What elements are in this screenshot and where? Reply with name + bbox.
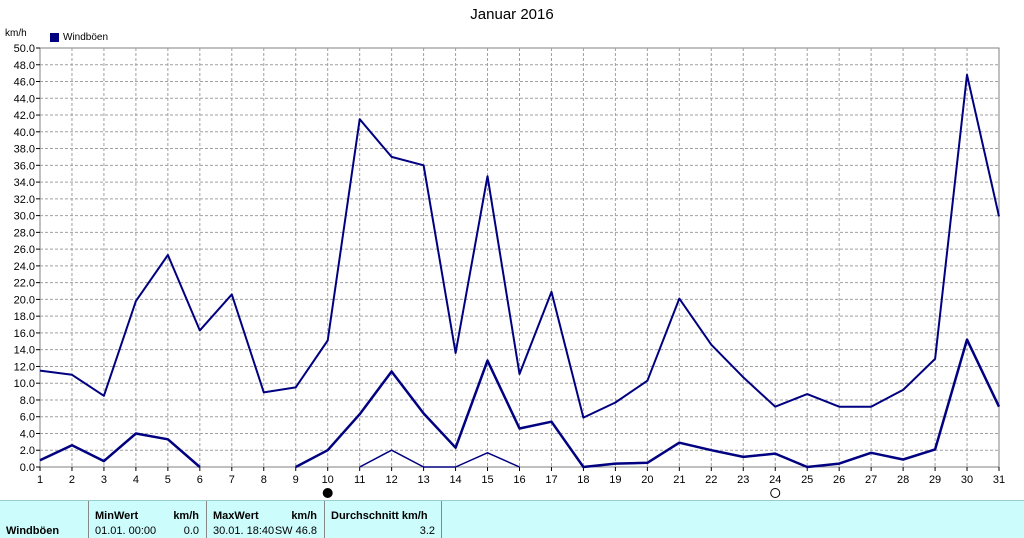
y-tick-label: 0.0 xyxy=(20,462,35,474)
y-tick-label: 12.0 xyxy=(14,361,35,373)
min-cell: MinWert km/h 01.01. 00:00 0.0 xyxy=(88,501,205,538)
avg-header: Durchschnitt km/h xyxy=(331,510,428,522)
y-tick-label: 42.0 xyxy=(14,110,35,122)
y-tick-label: 50.0 xyxy=(14,43,35,55)
y-tick-label: 24.0 xyxy=(14,261,35,273)
y-tick-label: 4.0 xyxy=(20,428,35,440)
max-header: MaxWert xyxy=(213,510,259,522)
x-tick-label: 3 xyxy=(101,474,107,486)
series-line-maximum xyxy=(39,73,1000,419)
x-tick-label: 30 xyxy=(961,474,973,486)
x-tick-label: 24 xyxy=(769,474,781,486)
y-tick-label: 38.0 xyxy=(14,144,35,156)
line-chart: 0.0 2.0 4.0 6.0 8.0 10.0 12.0 14.0 16.0 18.0 20.0 2… xyxy=(14,43,1005,498)
plot-area xyxy=(39,47,1000,468)
y-tick-label: 36.0 xyxy=(14,160,35,172)
y-tick-label: 22.0 xyxy=(14,278,35,290)
x-tick-label: 4 xyxy=(133,474,139,486)
y-tick-label: 20.0 xyxy=(14,294,35,306)
series-line-average xyxy=(39,432,201,468)
min-unit: km/h xyxy=(173,510,199,522)
y-tick-label: 6.0 xyxy=(20,412,35,424)
y-tick-label: 32.0 xyxy=(14,194,35,206)
x-tick-label: 9 xyxy=(293,474,299,486)
x-tick-label: 7 xyxy=(229,474,235,486)
y-tick-label: 16.0 xyxy=(14,328,35,340)
x-tick-label: 14 xyxy=(449,474,461,486)
y-tick-label: 40.0 xyxy=(14,127,35,139)
y-tick-label: 26.0 xyxy=(14,244,35,256)
max-unit: km/h xyxy=(291,510,317,522)
chart-title: Januar 2016 xyxy=(470,6,554,23)
y-tick-label: 48.0 xyxy=(14,60,35,72)
y-tick-label: 14.0 xyxy=(14,345,35,357)
y-tick-label: 30.0 xyxy=(14,211,35,223)
legend: Windböen xyxy=(50,32,108,43)
max-cell: MaxWert km/h 30.01. 18:40 SW 46.8 xyxy=(206,501,323,538)
y-axis-unit: km/h xyxy=(5,28,27,39)
x-tick-label: 21 xyxy=(673,474,685,486)
series-line-minimum xyxy=(359,449,520,468)
x-tick-label: 2 xyxy=(69,474,75,486)
stats-panel: Windböen MinWert km/h 01.01. 00:00 0.0 M… xyxy=(0,500,1024,538)
y-tick-label: 8.0 xyxy=(20,395,35,407)
x-tick-label: 6 xyxy=(197,474,203,486)
min-value: 0.0 xyxy=(183,525,199,537)
x-tick-label: 25 xyxy=(801,474,813,486)
x-tick-label: 12 xyxy=(386,474,398,486)
avg-value: 3.2 xyxy=(419,525,435,537)
y-tick-label: 34.0 xyxy=(14,177,35,189)
x-tick-label: 5 xyxy=(165,474,171,486)
avg-cell: Durchschnitt km/h 3.2 xyxy=(324,501,442,538)
x-tick-label: 16 xyxy=(513,474,525,486)
x-tick-label: 17 xyxy=(545,474,557,486)
min-header: MinWert xyxy=(95,510,139,522)
y-tick-label: 46.0 xyxy=(14,77,35,89)
x-tick-label: 1 xyxy=(37,474,43,486)
x-tick-label: 26 xyxy=(833,474,845,486)
y-tick-label: 44.0 xyxy=(14,93,35,105)
x-tick-label: 27 xyxy=(865,474,877,486)
x-tick-label: 8 xyxy=(261,474,267,486)
x-tick-label: 13 xyxy=(417,474,429,486)
x-tick-label: 18 xyxy=(577,474,589,486)
x-tick-label: 11 xyxy=(354,474,365,486)
x-tick-label: 31 xyxy=(993,474,1005,486)
x-tick-label: 19 xyxy=(609,474,621,486)
x-tick-label: 29 xyxy=(929,474,941,486)
y-tick-label: 18.0 xyxy=(14,311,35,323)
max-date: 30.01. 18:40 xyxy=(213,525,275,537)
stats-row-label: Windböen xyxy=(6,525,60,537)
y-tick-label: 2.0 xyxy=(20,445,35,457)
x-tick-label: 22 xyxy=(705,474,717,486)
x-tick-label: 23 xyxy=(737,474,749,486)
x-tick-label: 15 xyxy=(481,474,493,486)
min-date: 01.01. 00:00 xyxy=(95,525,157,537)
x-tick-label: 10 xyxy=(322,474,334,486)
legend-label: Windböen xyxy=(63,32,109,43)
y-tick-label: 28.0 xyxy=(14,227,35,239)
series-line-average xyxy=(295,338,1001,469)
x-tick-label: 20 xyxy=(641,474,653,486)
legend-swatch xyxy=(50,33,59,42)
y-tick-label: 10.0 xyxy=(14,378,35,390)
full-moon-icon xyxy=(770,488,781,498)
new-moon-icon xyxy=(322,488,333,498)
x-tick-label: 28 xyxy=(897,474,909,486)
max-value: SW 46.8 xyxy=(274,525,317,537)
